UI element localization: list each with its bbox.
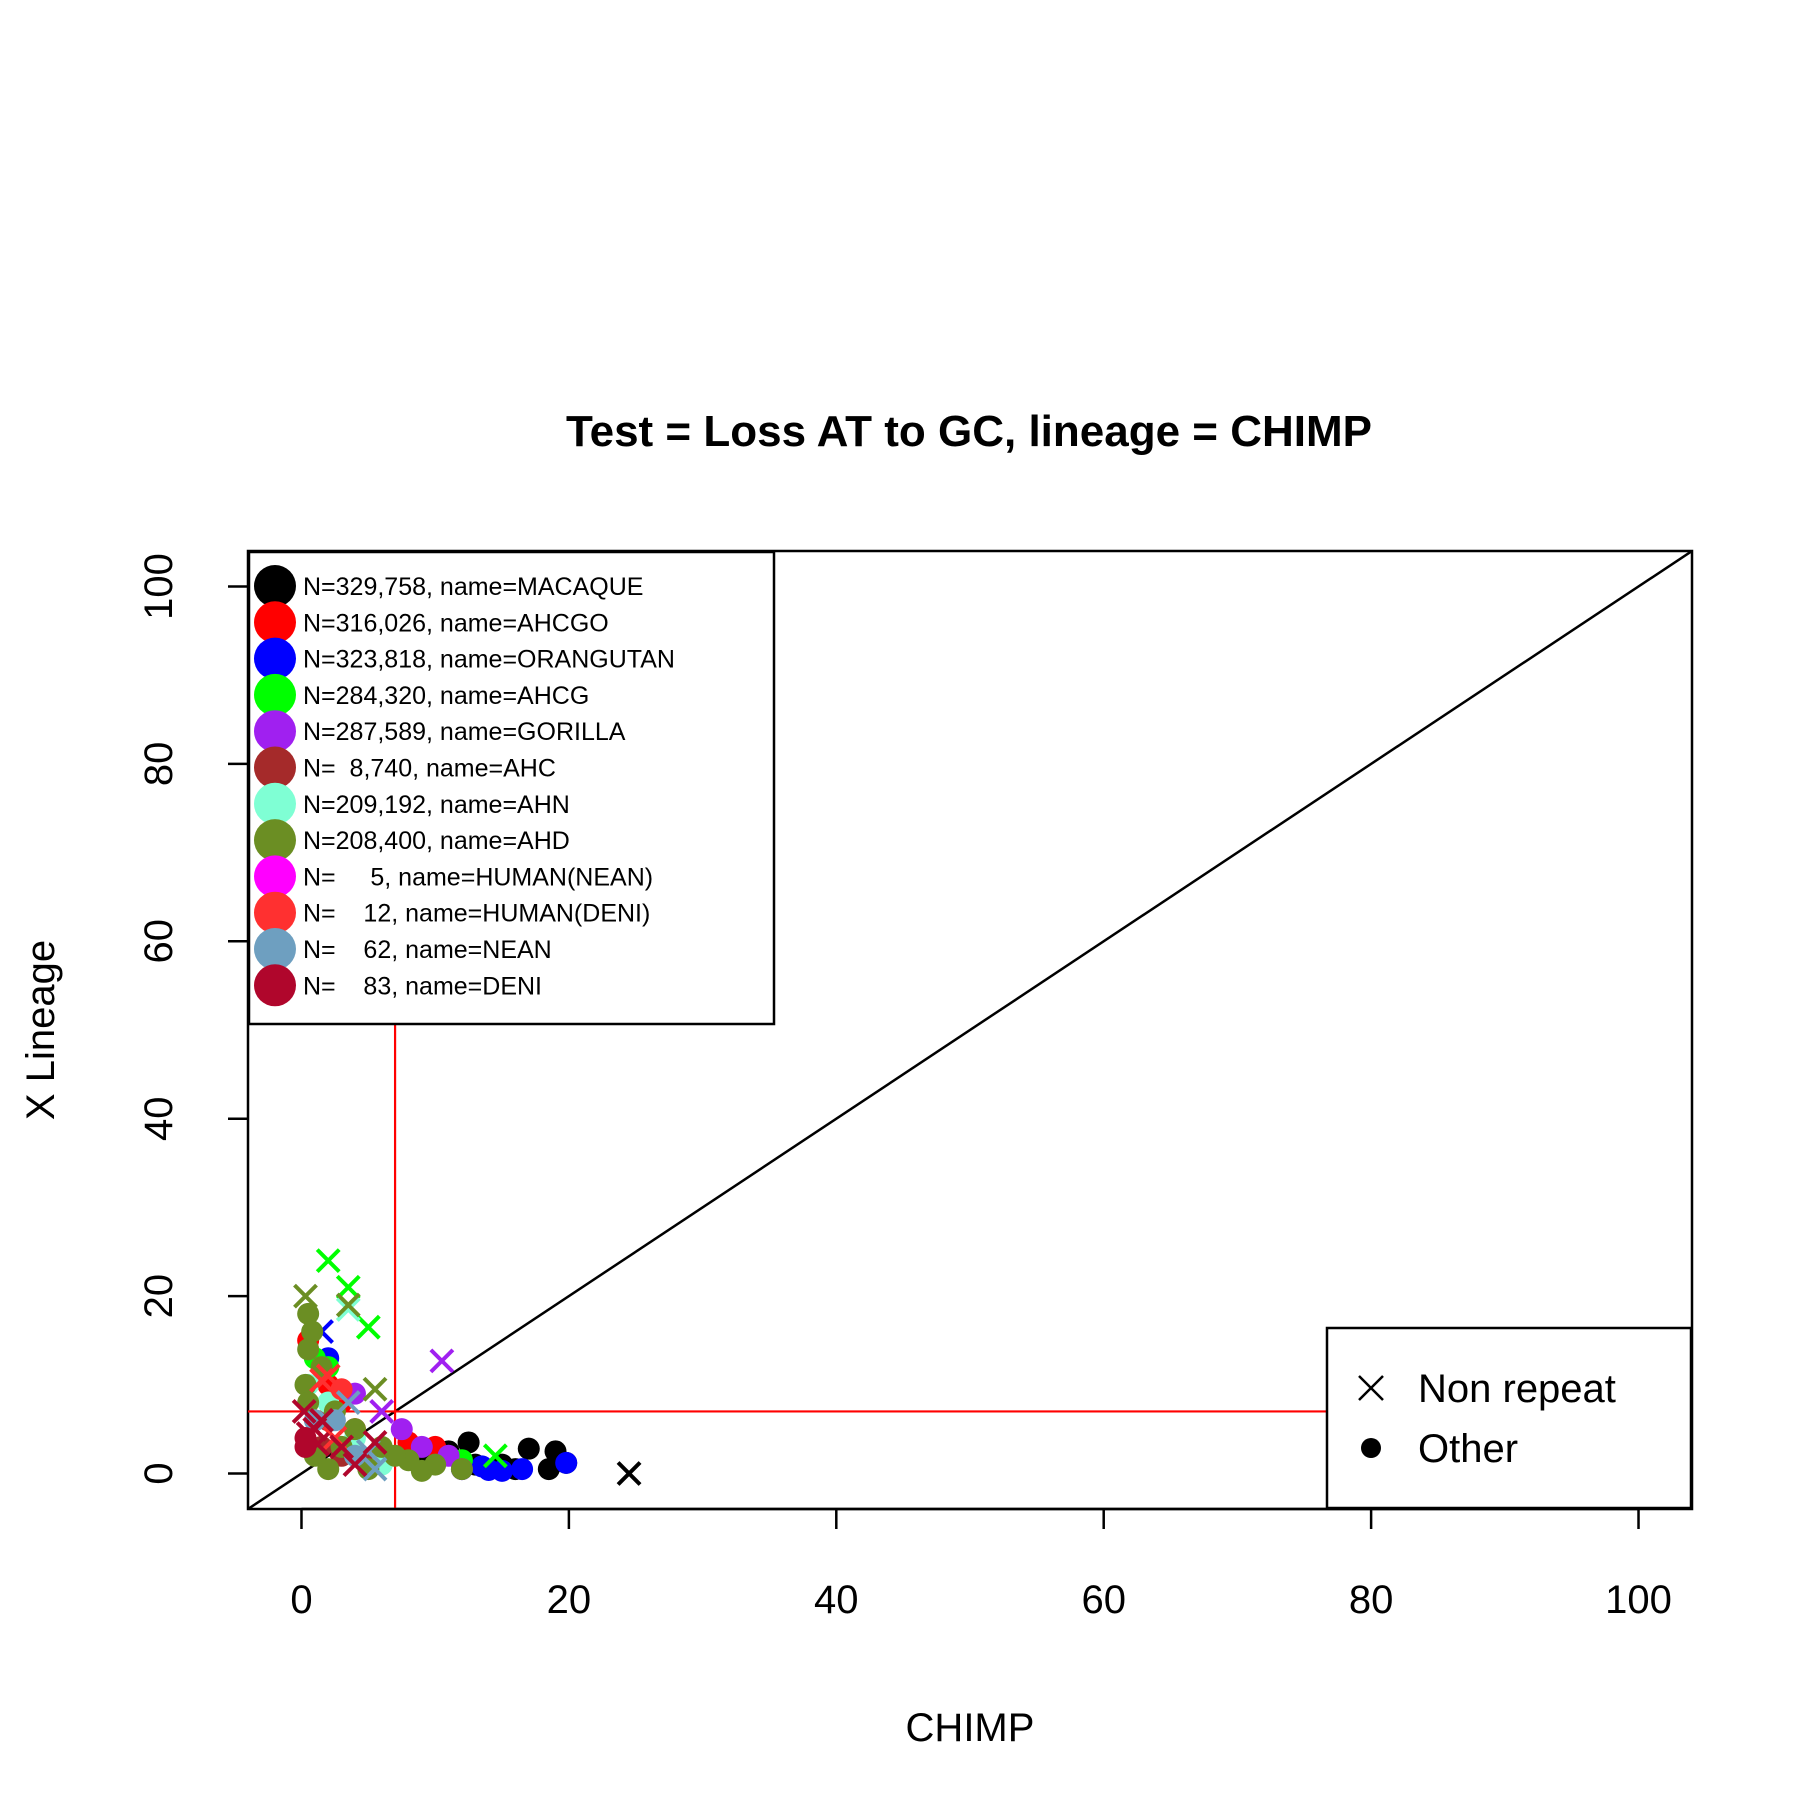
data-point-x: [335, 1297, 361, 1322]
data-point-x: [309, 1367, 334, 1393]
data-point: [450, 1458, 473, 1481]
legend-label: N= 12, name=HUMAN(DENI): [303, 900, 650, 928]
x-tick-label: 60: [1081, 1578, 1126, 1622]
x-tick-label: 80: [1349, 1578, 1394, 1622]
data-point: [477, 1458, 500, 1481]
data-point: [384, 1444, 407, 1467]
series-legend-box: [247, 550, 776, 1026]
data-point: [555, 1451, 578, 1474]
shape-legend-box: [1325, 1326, 1693, 1510]
legend-label: N=208,400, name=AHD: [303, 827, 570, 855]
data-point-x: [482, 1443, 508, 1469]
legend-swatch: [254, 855, 296, 898]
data-point: [537, 1458, 560, 1481]
legend-swatch: [254, 637, 296, 680]
data-point-x: [293, 1283, 318, 1309]
data-point-x: [291, 1399, 317, 1424]
shape-legend-x-icon: [1358, 1375, 1384, 1401]
legend-label: N=284,320, name=AHCG: [303, 682, 589, 710]
legend-label: N=287,589, name=GORILLA: [303, 718, 626, 746]
x-axis: 0 20 40 60 80 100: [290, 1507, 1672, 1622]
y-tick-label: 20: [137, 1274, 181, 1319]
y-tick-label: 100: [137, 553, 181, 620]
legend-swatch: [254, 964, 296, 1007]
legend-swatch: [254, 601, 296, 644]
legend-swatch: [254, 891, 296, 934]
series-11: [291, 1399, 388, 1478]
shape-legend-label: Other: [1418, 1427, 1518, 1471]
legend-swatch: [254, 819, 296, 862]
data-point: [390, 1418, 413, 1441]
shape-legend-label: Non repeat: [1418, 1367, 1616, 1411]
data-point-x: [616, 1461, 642, 1486]
legend-label: N=209,192, name=AHN: [303, 791, 570, 819]
data-point: [410, 1435, 433, 1458]
plot-area: [246, 549, 1694, 1511]
series-legend: N=329,758, name=MACAQUE N=316,026, name=A…: [247, 550, 776, 1026]
y-tick-label: 80: [137, 742, 181, 787]
data-point: [343, 1418, 366, 1441]
data-point: [297, 1338, 320, 1361]
x-tick-label: 0: [290, 1578, 312, 1622]
legend-label: N= 5, name=HUMAN(NEAN): [303, 863, 653, 891]
legend-swatch: [254, 673, 296, 716]
data-point-x: [335, 1274, 361, 1300]
data-point-x: [342, 1452, 368, 1478]
y-tick-label: 0: [137, 1462, 181, 1484]
y-axis-title: X Lineage: [19, 940, 63, 1120]
x-axis-title: CHIMP: [906, 1706, 1035, 1750]
legend-swatch: [254, 746, 296, 789]
shape-legend: Non repeat Other: [1325, 1326, 1693, 1510]
data-point: [410, 1459, 433, 1482]
data-point: [294, 1427, 317, 1450]
data-point: [330, 1378, 353, 1401]
data-point-x: [362, 1376, 388, 1402]
legend-label: N=329,758, name=MACAQUE: [303, 573, 643, 601]
legend-swatch: [254, 928, 296, 970]
legend-label: N=323,818, name=ORANGUTAN: [303, 646, 675, 674]
data-point-x: [335, 1390, 361, 1415]
data-point-x: [335, 1292, 361, 1318]
legend-label: N= 8,740, name=AHC: [303, 755, 556, 783]
data-point-x: [362, 1430, 388, 1455]
data-point: [457, 1431, 480, 1454]
legend-label: N= 62, name=NEAN: [303, 936, 552, 964]
data-point-x: [355, 1314, 381, 1340]
y-axis: 0 20 40 60 80 100: [137, 553, 248, 1485]
data-point-x: [309, 1407, 334, 1433]
x-tick-label: 100: [1605, 1578, 1672, 1622]
plot-inner: [248, 551, 1692, 1509]
data-point: [301, 1320, 324, 1343]
data-point-x: [329, 1434, 355, 1460]
shape-legend-dot-icon: [1361, 1438, 1381, 1458]
data-point: [317, 1458, 340, 1481]
x-tick-label: 40: [814, 1578, 859, 1622]
data-point-x: [315, 1248, 341, 1274]
legend-label: N=316,026, name=AHCGO: [303, 609, 609, 637]
data-point: [517, 1437, 540, 1460]
y-tick-label: 40: [137, 1096, 181, 1141]
legend-swatch: [254, 565, 296, 607]
legend-swatch: [254, 710, 296, 753]
chart-title: Test = Loss AT to GC, lineage = CHIMP: [566, 407, 1372, 456]
y-tick-label: 60: [137, 919, 181, 964]
data-point: [511, 1458, 534, 1481]
data-point-x: [362, 1456, 388, 1482]
x-tick-label: 20: [547, 1578, 592, 1622]
legend-swatch: [254, 782, 296, 825]
series-9: [309, 1363, 353, 1451]
data-point: [297, 1302, 320, 1325]
diagonal-line: [248, 551, 1692, 1509]
data-point-x: [369, 1399, 395, 1424]
legend-label: N= 83, name=DENI: [303, 972, 542, 1000]
data-point-x: [429, 1348, 455, 1374]
